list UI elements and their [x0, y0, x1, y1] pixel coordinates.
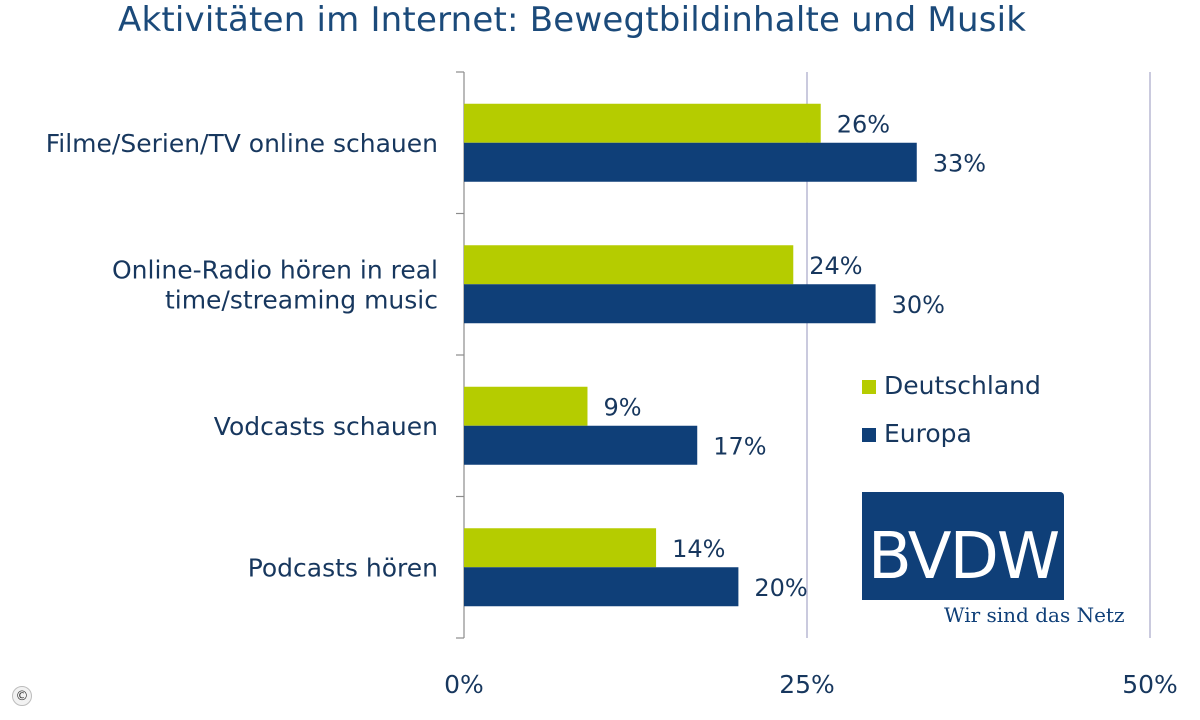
bar-europa-3	[464, 567, 739, 607]
x-tick-label-25: 25%	[779, 670, 835, 699]
bar-deutschland-0	[464, 103, 821, 143]
data-label-deutschland-3: 14%	[672, 535, 725, 563]
bar-europa-0	[464, 142, 917, 182]
category-label-1: Online-Radio hören in real	[112, 255, 438, 284]
bvdw-logo: BVDW	[862, 492, 1064, 600]
logo-slogan: Wir sind das Netz	[944, 603, 1125, 627]
bar-europa-2	[464, 425, 698, 465]
bar-deutschland-1	[464, 245, 794, 285]
legend-label-europa: Europa	[884, 419, 972, 448]
chart-title: Aktivitäten im Internet: Bewegtbildinhal…	[118, 0, 1027, 40]
bar-deutschland-3	[464, 528, 657, 568]
legend-label-deutschland: Deutschland	[884, 371, 1041, 400]
data-label-deutschland-0: 26%	[837, 110, 890, 138]
category-label-1: time/streaming music	[165, 285, 438, 314]
data-label-europa-1: 30%	[892, 291, 945, 319]
category-label-0: Filme/Serien/TV online schauen	[46, 129, 438, 158]
copyright-icon: ©	[12, 686, 32, 706]
category-label-2: Vodcasts schauen	[214, 412, 438, 441]
legend-swatch-europa	[862, 428, 876, 442]
category-label-3: Podcasts hören	[248, 553, 438, 582]
data-label-deutschland-2: 9%	[603, 393, 641, 421]
data-label-europa-0: 33%	[933, 149, 986, 177]
data-label-deutschland-1: 24%	[809, 252, 862, 280]
legend-swatch-deutschland	[862, 380, 876, 394]
data-label-europa-2: 17%	[713, 432, 766, 460]
x-tick-label-0: 0%	[444, 670, 484, 699]
data-label-europa-3: 20%	[754, 574, 807, 602]
bar-europa-1	[464, 284, 876, 324]
x-tick-label-50: 50%	[1122, 670, 1178, 699]
bar-deutschland-2	[464, 386, 588, 426]
